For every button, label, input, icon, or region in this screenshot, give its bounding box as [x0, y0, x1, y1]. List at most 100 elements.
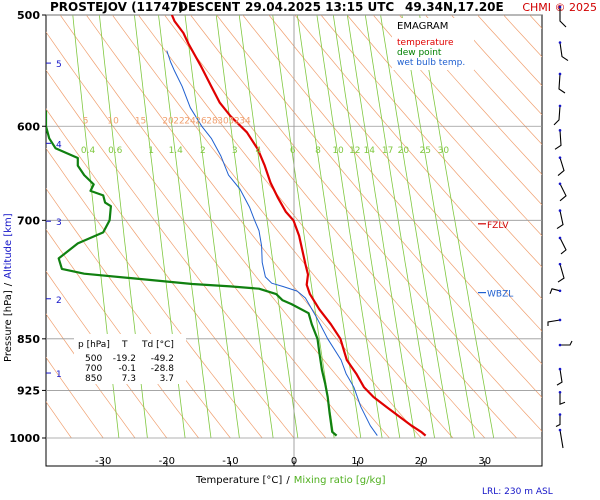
wind-barb-dot	[558, 182, 562, 186]
dry-adiabat-label: 5	[83, 116, 89, 126]
dry-adiabat-label: 34	[239, 116, 251, 126]
wind-barb	[557, 263, 565, 283]
dry-adiabat-line	[425, 15, 542, 145]
mixing-ratio-label: 17	[382, 146, 393, 156]
dry-adiabat-line	[399, 15, 542, 175]
dry-adiabat-line	[46, 69, 327, 439]
wind-barb-dot	[558, 209, 562, 212]
wind-barb	[553, 105, 561, 126]
legend-temperature: temperature	[397, 38, 454, 48]
dry-adiabat-line	[138, 15, 486, 439]
x-axis-title-temperature: Temperature [°C]	[195, 475, 282, 486]
mixing-ratio-label: 20	[398, 146, 410, 156]
dry-adiabat-line	[582, 15, 600, 438]
legend-dewpoint: dew point	[397, 48, 442, 58]
mixing-ratio-line	[316, 15, 383, 439]
temperature-tick-label: 20	[415, 456, 428, 467]
wind-barb	[560, 340, 573, 346]
dry-adiabat-line	[46, 108, 295, 439]
y-axis-title-sep: /	[3, 282, 14, 286]
pressure-tick-label: 500	[17, 9, 40, 22]
wind-barb	[556, 369, 563, 386]
dry-adiabat-label: 22	[173, 116, 184, 126]
x-axis-title-sep: /	[286, 475, 290, 486]
dry-adiabat-line	[46, 313, 136, 439]
dry-adiabat-line	[46, 228, 199, 439]
wind-barb-dot	[558, 104, 562, 108]
wind-barb-dot	[558, 390, 562, 394]
pressure-tick-label: 850	[17, 333, 40, 346]
mixing-ratio-label: 0.6	[108, 146, 123, 156]
station-name: PROSTEJOV (11747)	[50, 0, 184, 14]
wind-barb	[559, 392, 566, 406]
table-row-700-td: -28.8	[151, 364, 175, 374]
dry-adiabat-label: 20	[162, 116, 174, 126]
wind-barb-dot	[558, 236, 562, 240]
mixing-ratio-line	[401, 15, 475, 439]
wind-barb	[559, 183, 567, 202]
dry-adiabat-line	[164, 15, 517, 439]
dry-adiabat-line	[320, 15, 542, 268]
table-header-temp: T	[121, 340, 128, 350]
wind-barb-dot	[558, 262, 562, 266]
wind-barb-dot	[558, 289, 562, 293]
mixing-ratio-label: 6	[290, 146, 296, 156]
legend-wetbulb: wet bulb temp.	[397, 58, 465, 68]
mixing-ratio-label: 1.4	[169, 146, 184, 156]
dry-adiabat-line	[242, 15, 542, 365]
dry-adiabat-line	[46, 147, 263, 439]
dry-adiabat-label: 26	[195, 116, 207, 126]
mixing-ratio-line	[72, 15, 120, 439]
table-header-pressure: p [hPa]	[78, 340, 110, 350]
temperature-tick-label: -20	[159, 456, 175, 467]
lrl-label: LRL: 230 m ASL	[482, 487, 553, 497]
wind-barb	[558, 73, 566, 94]
dry-adiabat-line	[46, 356, 104, 439]
altitude-tick-label: 5	[56, 60, 62, 70]
dry-adiabat-line	[268, 15, 542, 332]
mixing-ratio-label: 12	[349, 146, 360, 156]
wind-barb-dot	[558, 343, 562, 347]
mixing-ratio-line	[99, 15, 148, 439]
pressure-tick-label: 1000	[9, 432, 40, 445]
wind-barb-dot	[558, 72, 562, 76]
wind-barb	[559, 429, 564, 449]
wind-barb-dot	[558, 428, 562, 432]
wind-barb	[554, 130, 562, 150]
dry-adiabat-label: 24	[184, 116, 196, 126]
wind-barb	[559, 7, 567, 28]
svg-text:Temperature [°C]/Mixing ratio: Temperature [°C] / Mixing ratio [g/kg]	[195, 475, 386, 486]
dry-adiabat-line	[294, 15, 542, 300]
table-row-500-p: 500	[85, 354, 102, 364]
fzlv-label: FZLV	[487, 221, 509, 231]
wind-barb	[557, 157, 565, 177]
mixing-ratio-label: 1	[148, 146, 154, 156]
wind-barb-dot	[558, 156, 562, 159]
wind-barb	[549, 288, 561, 295]
svg-text:Pressure [hPa]/Altitude [km]: Pressure [hPa] / Altitude [km]	[3, 213, 14, 362]
station-coordinates: 49.34N,17.20E	[405, 0, 504, 14]
table-row-700-t: -0.1	[118, 364, 136, 374]
x-axis-title-mixing: Mixing ratio [g/kg]	[294, 475, 386, 486]
mixing-ratio-line	[332, 15, 401, 439]
mixing-ratio-line	[380, 15, 452, 439]
table-header-dewpoint: Td [°C]	[141, 340, 174, 350]
values-table: p [hPa] T Td [°C] 500 -19.2 -49.2 700 -0…	[74, 334, 186, 384]
mixing-ratio-line	[419, 15, 495, 439]
dry-adiabat-label: 30	[217, 116, 229, 126]
table-row-700-p: 700	[85, 364, 102, 374]
dry-adiabat-label: 32	[228, 116, 239, 126]
dry-adiabat-label: 15	[135, 116, 146, 126]
dry-adiabat-line	[46, 31, 358, 439]
altitude-tick-label: 4	[56, 140, 62, 150]
pressure-tick-label: 925	[17, 384, 40, 397]
wind-barb	[559, 237, 567, 255]
wind-barb-dot	[558, 318, 562, 322]
wind-barb	[559, 42, 569, 62]
sounding-datetime: 29.04.2025 13:15 UTC	[245, 0, 394, 14]
mixing-ratio-line	[238, 15, 299, 439]
pressure-tick-label: 600	[17, 120, 40, 133]
altitude-tick-label: 1	[56, 370, 62, 380]
mixing-ratio-label: 2	[200, 146, 206, 156]
